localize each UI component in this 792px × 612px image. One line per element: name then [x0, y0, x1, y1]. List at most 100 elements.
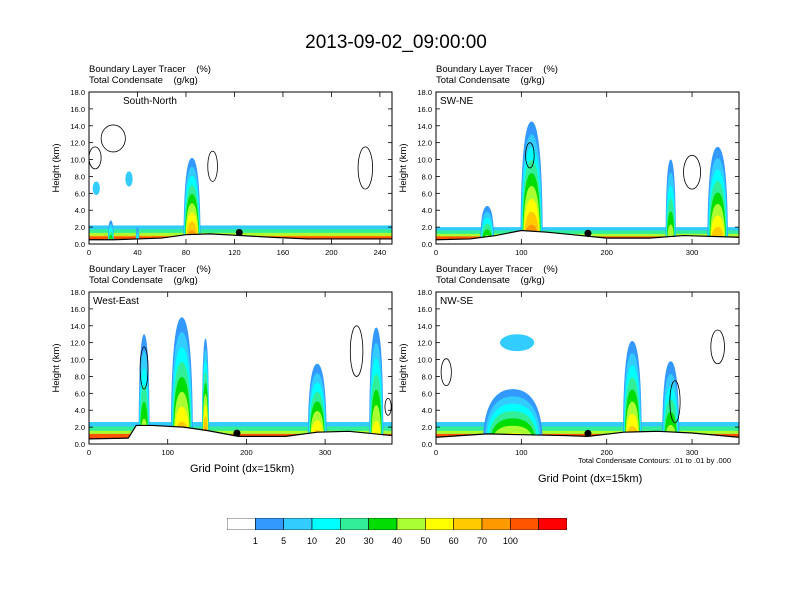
- y-tick-label: 0.0: [75, 440, 85, 449]
- y-tick-label: 8.0: [422, 172, 432, 181]
- plot-frame: [88, 91, 393, 245]
- y-tick-label: 10.0: [417, 156, 432, 165]
- condensate-contour: [349, 325, 364, 377]
- y-tick-label: 2.0: [75, 223, 85, 232]
- location-marker: [233, 429, 241, 437]
- y-tick-label: 0.0: [422, 240, 432, 249]
- condensate-contour: [357, 146, 374, 190]
- y-tick-label: 4.0: [75, 206, 85, 215]
- y-tick-label: 18.0: [417, 288, 432, 297]
- field-layer: [436, 329, 739, 444]
- cross-section-plot: 0.0 2.0 4.0 6.0 8.0 10.0 12.0 14.0 16.0 18.0 0 100 2…: [51, 288, 393, 457]
- colorbar-swatch: [510, 518, 539, 530]
- x-tick-label: 160: [277, 248, 290, 257]
- y-tick-label: 14.0: [417, 322, 432, 331]
- panel-sw-ne: Boundary Layer Tracer (%) Total Condensa…: [390, 64, 740, 264]
- panel-label: SW-NE: [440, 96, 473, 107]
- panel-header-condensate: Total Condensate (g/kg): [89, 75, 198, 86]
- colorbar-tick-label: 10: [306, 536, 317, 546]
- field-layer: [89, 317, 392, 444]
- plot-frame: [435, 291, 740, 445]
- panel-label: West-East: [93, 296, 139, 307]
- y-tick-label: 18.0: [70, 88, 85, 97]
- x-tick-label: 240: [374, 248, 387, 257]
- condensate-contour: [384, 398, 392, 416]
- cross-section-plot: 0.0 2.0 4.0 6.0 8.0 10.0 12.0 14.0 16.0 18.0 0 100 2…: [398, 88, 740, 257]
- colorbar-swatch: [283, 518, 313, 530]
- colorbar-tick-label: 1: [252, 536, 258, 546]
- condensate-contour: [207, 150, 218, 182]
- x-tick-label: 200: [600, 448, 613, 457]
- y-tick-label: 16.0: [70, 105, 85, 114]
- colorbar-swatch: [255, 518, 284, 530]
- y-tick-label: 18.0: [417, 88, 432, 97]
- y-tick-label: 10.0: [417, 356, 432, 365]
- panel-header-condensate: Total Condensate (g/kg): [436, 275, 545, 286]
- colorbar-tick-label: 50: [420, 536, 431, 546]
- condensate-contour: [710, 329, 725, 365]
- condensate-contour: [440, 358, 452, 387]
- y-tick-label: 12.0: [70, 339, 85, 348]
- colorbar-swatch: [453, 518, 483, 530]
- x-tick-label: 0: [434, 448, 438, 457]
- y-tick-label: 4.0: [422, 206, 432, 215]
- colorbar-swatch: [396, 518, 426, 530]
- y-tick-label: 6.0: [75, 389, 85, 398]
- tracer-blob: [125, 171, 133, 187]
- x-tick-label: 200: [325, 248, 338, 257]
- cross-section-plot: 0.0 2.0 4.0 6.0 8.0 10.0 12.0 14.0 16.0 18.0 0 100 2…: [398, 288, 740, 457]
- x-axis-label-right: Grid Point (dx=15km): [538, 473, 643, 485]
- x-tick-label: 0: [87, 248, 91, 257]
- condensate-contour: [89, 146, 102, 170]
- y-tick-label: 8.0: [75, 372, 85, 381]
- y-tick-label: 4.0: [75, 406, 85, 415]
- panel-label: South-North: [123, 96, 177, 107]
- colorbar-swatch: [227, 518, 256, 530]
- y-tick-label: 6.0: [75, 189, 85, 198]
- plot-frame: [435, 91, 740, 245]
- colorbar-tick-label: 20: [335, 536, 346, 546]
- terrain-fill: [436, 230, 739, 244]
- cross-section-plot: 0.0 2.0 4.0 6.0 8.0 10.0 12.0 14.0 16.0 18.0 0 40 80…: [51, 88, 393, 257]
- terrain-fill: [89, 233, 392, 244]
- y-tick-label: 12.0: [417, 139, 432, 148]
- y-axis-label: Height (km): [51, 343, 62, 392]
- y-tick-label: 2.0: [422, 223, 432, 232]
- field-layer: [89, 124, 392, 244]
- y-tick-label: 14.0: [70, 122, 85, 131]
- y-tick-label: 16.0: [70, 305, 85, 314]
- terrain-line: [89, 424, 392, 440]
- colorbar-swatch: [425, 518, 454, 530]
- y-tick-label: 2.0: [75, 423, 85, 432]
- x-tick-label: 40: [133, 248, 141, 257]
- y-tick-label: 2.0: [422, 423, 432, 432]
- y-tick-label: 16.0: [417, 305, 432, 314]
- y-tick-label: 12.0: [70, 139, 85, 148]
- panel-header-tracer: Boundary Layer Tracer (%): [436, 264, 558, 275]
- panel-header-tracer: Boundary Layer Tracer (%): [89, 264, 211, 275]
- y-tick-label: 8.0: [422, 372, 432, 381]
- colorbar-swatch: [481, 518, 511, 530]
- y-tick-label: 10.0: [70, 356, 85, 365]
- colorbar-tick-label: 40: [391, 536, 402, 546]
- field-layer: [436, 121, 739, 244]
- contour-footnote: Total Condensate Contours: .01 to .01 by…: [578, 456, 732, 465]
- y-tick-label: 10.0: [70, 156, 85, 165]
- x-tick-label: 100: [161, 448, 174, 457]
- panel-header-tracer: Boundary Layer Tracer (%): [89, 64, 211, 75]
- x-tick-label: 200: [240, 448, 253, 457]
- x-tick-label: 300: [319, 448, 332, 457]
- y-tick-label: 6.0: [422, 189, 432, 198]
- condensate-contour: [683, 154, 701, 190]
- y-tick-label: 18.0: [70, 288, 85, 297]
- x-tick-label: 200: [600, 248, 613, 257]
- tracer-blob: [500, 334, 535, 352]
- x-tick-label: 80: [182, 248, 190, 257]
- colorbar-tick-label: 100: [502, 536, 518, 546]
- y-axis-label: Height (km): [398, 343, 409, 392]
- y-axis-label: Height (km): [51, 143, 62, 192]
- y-tick-label: 0.0: [422, 440, 432, 449]
- y-tick-label: 4.0: [422, 406, 432, 415]
- condensate-contour: [139, 346, 149, 390]
- y-tick-label: 14.0: [70, 322, 85, 331]
